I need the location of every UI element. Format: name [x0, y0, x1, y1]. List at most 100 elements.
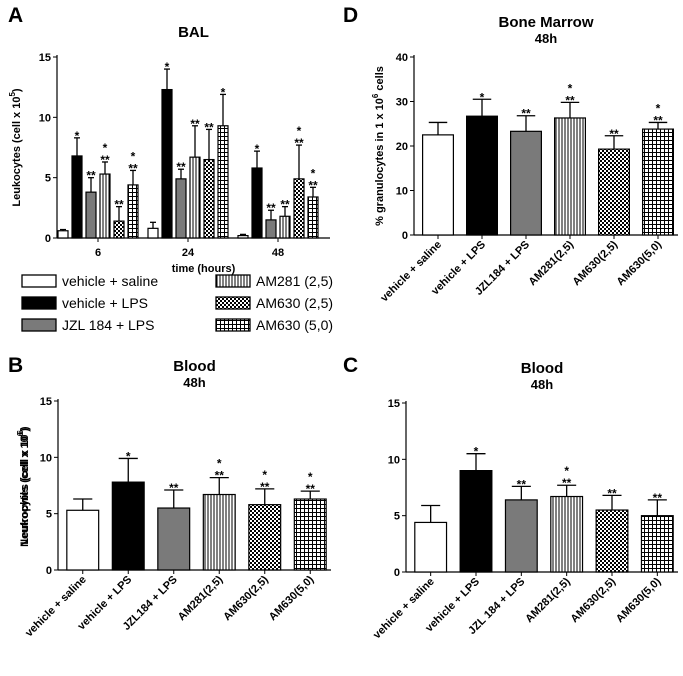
significance-label: **	[517, 477, 527, 491]
y-tick-label: 0	[46, 565, 52, 577]
significance-label: *	[474, 445, 479, 459]
bar	[640, 515, 674, 573]
legend-item: vehicle + LPS	[21, 295, 148, 311]
significance-label: *	[568, 81, 573, 95]
bar	[595, 509, 629, 573]
y-tick-label: 15	[388, 398, 400, 410]
significance-label: *	[308, 470, 313, 484]
significance-label: **	[562, 476, 572, 490]
significance-label: **	[169, 481, 179, 495]
x-tick-label: AM630(2,5)	[569, 575, 619, 625]
bar	[641, 128, 674, 236]
significance-label: *	[217, 457, 222, 471]
y-tick-label: 5	[46, 509, 52, 521]
significance-label: **	[260, 480, 270, 494]
bar	[248, 504, 282, 571]
legend-label: vehicle + saline	[62, 273, 158, 289]
bar	[127, 184, 139, 239]
legend-label: vehicle + LPS	[62, 295, 148, 311]
chart-title: Blood	[521, 360, 564, 377]
significance-label: **	[266, 201, 276, 215]
x-axis-label: time (hours)	[172, 263, 236, 275]
x-tick-label: AM630(2,5)	[221, 573, 271, 623]
bar	[113, 220, 125, 239]
y-tick-label: 30	[396, 97, 408, 109]
bar	[293, 498, 327, 571]
legend-swatch	[21, 274, 57, 288]
x-tick-label: AM630(5,0)	[614, 575, 664, 625]
significance-label: *	[656, 101, 661, 115]
bar	[66, 509, 100, 571]
y-axis-label: % granulocytes in 1 x 106 cells	[371, 66, 386, 226]
significance-label: *	[165, 60, 170, 74]
x-tick-label: AM630(5,0)	[267, 573, 317, 623]
significance-label: **	[565, 93, 575, 107]
significance-label: *	[297, 124, 302, 138]
bar	[550, 495, 584, 573]
y-tick-label: 15	[39, 52, 51, 64]
y-tick-label: 15	[40, 396, 52, 408]
legend-item: AM630 (2,5)	[215, 295, 333, 311]
bar	[217, 125, 229, 239]
bar	[414, 521, 448, 573]
panel-letter: A	[8, 4, 23, 27]
significance-label: **	[128, 161, 138, 175]
bar	[237, 234, 249, 239]
significance-label: *	[262, 468, 267, 482]
significance-label: **	[215, 469, 225, 483]
legend-swatch	[21, 318, 57, 332]
y-tick-label: 0	[45, 233, 51, 245]
y-tick-label: 0	[402, 230, 408, 242]
significance-label: *	[75, 129, 80, 143]
bar	[203, 158, 215, 239]
x-tick-label: AM281(2,5)	[527, 238, 577, 288]
significance-label: *	[221, 85, 226, 99]
y-tick-label: 5	[394, 511, 400, 523]
legend-item: JZL 184 + LPS	[21, 317, 154, 333]
significance-label: **	[100, 153, 110, 167]
chart-subtitle: 48h	[531, 377, 553, 392]
chart-subtitle: 48h	[535, 31, 557, 46]
chart-subtitle: 48h	[183, 375, 205, 390]
bar	[307, 196, 319, 239]
significance-label: **	[308, 178, 318, 192]
bar	[422, 134, 455, 236]
legend-swatch	[215, 274, 251, 288]
significance-label: **	[176, 160, 186, 174]
significance-label: **	[114, 198, 124, 212]
significance-label: **	[653, 491, 663, 505]
bar	[553, 117, 586, 236]
bar	[175, 178, 187, 239]
y-tick-label: 40	[396, 52, 408, 64]
y-tick-label: 10	[396, 186, 408, 198]
y-tick-label: 0	[394, 567, 400, 579]
bar	[251, 167, 263, 239]
y-tick-label: 20	[396, 141, 408, 153]
y-axis-label: Leukocytes (cell x 105)	[8, 88, 23, 207]
significance-label: **	[607, 486, 617, 500]
x-tick-label: AM281(2,5)	[176, 573, 226, 623]
significance-label: **	[204, 120, 214, 134]
legend-item: vehicle + saline	[21, 273, 158, 289]
bar	[293, 178, 305, 239]
bar	[111, 481, 145, 571]
legend-label: AM630 (5,0)	[256, 317, 333, 333]
significance-label: **	[653, 113, 663, 127]
bar	[459, 470, 493, 573]
significance-label: *	[255, 142, 260, 156]
chart-title: BAL	[178, 24, 209, 41]
x-tick-label: AM630(2,5)	[571, 238, 621, 288]
y-axis-label: Neutrophils (cell x 106)	[16, 428, 31, 547]
legend-label: AM281 (2,5)	[256, 273, 333, 289]
bar	[202, 493, 236, 571]
bar	[157, 507, 191, 571]
x-tick-label: AM630(5,0)	[615, 238, 665, 288]
significance-label: **	[294, 136, 304, 150]
panel-letter: B	[8, 354, 23, 377]
bar	[189, 156, 201, 239]
bar	[99, 173, 111, 239]
chart-title: Bone Marrow	[498, 14, 593, 31]
